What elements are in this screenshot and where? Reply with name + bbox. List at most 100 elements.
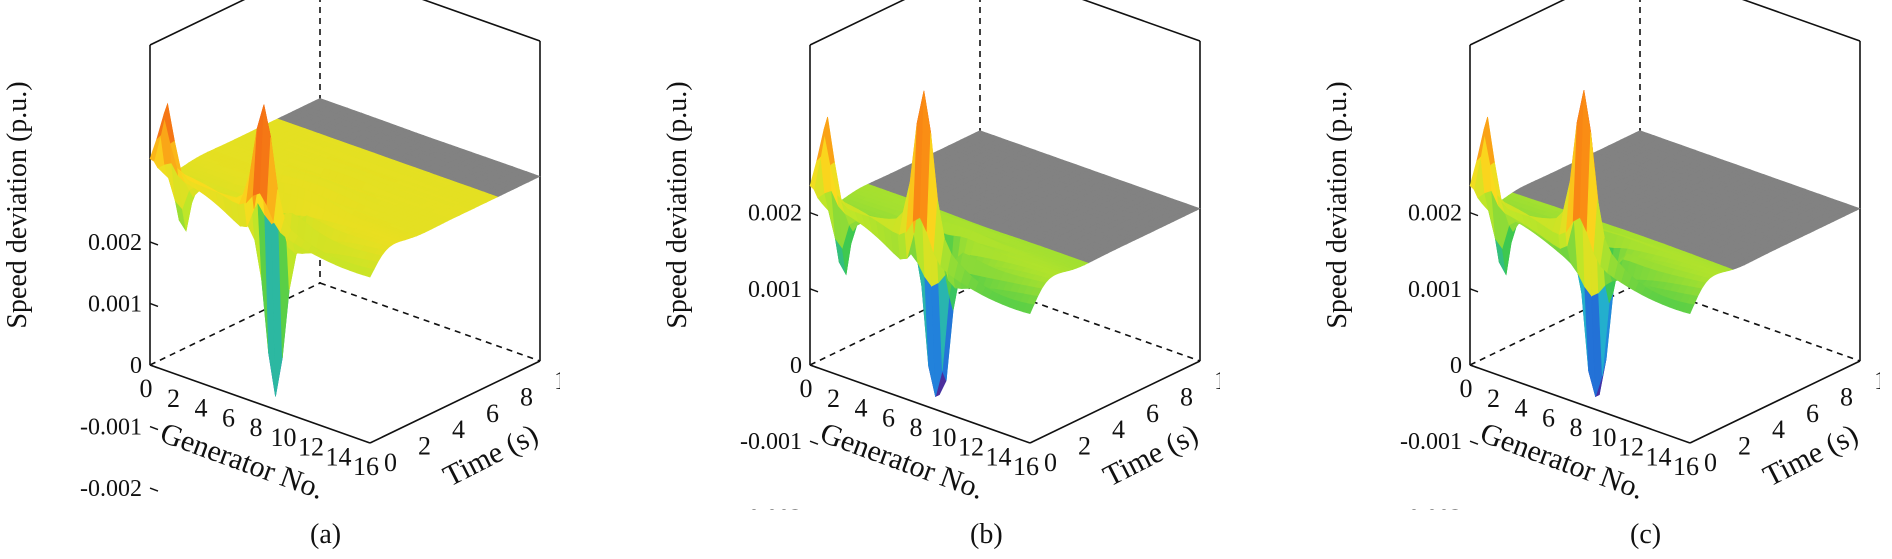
z-tick-label: 0.001 [88,291,142,317]
x-tick-label: 4 [855,394,868,423]
x-tick-label: 2 [827,384,840,413]
y-tick-label: 0 [1704,448,1717,477]
y-tick-label: 2 [418,432,431,461]
surface-patch [1022,303,1035,315]
panel-caption: (a) [310,519,342,550]
z-tick-label: -0.002 [740,505,802,510]
z-tick [809,288,819,293]
surface-mesh [1469,90,1861,398]
z-tick-label: -0.001 [740,429,802,455]
y-tick-label: 4 [1772,415,1785,444]
panel-caption: (b) [970,519,1003,550]
z-axis-label: Speed deviation (p.u.) [2,81,33,328]
y-tick-label: 2 [1078,432,1091,461]
z-tick-label: 0.001 [748,277,802,303]
x-tick-label: 14 [986,442,1012,471]
surface-mesh [809,90,1201,398]
top-edge-left [1469,0,1566,46]
z-tick [1469,364,1479,369]
x-axis-line [1469,364,1691,444]
x-tick-label: 4 [1515,394,1528,423]
z-tick-label: 0 [130,353,142,379]
z-tick-label: 0.001 [1408,277,1462,303]
y-tick-label: 0 [1044,448,1057,477]
y-tick-label: 4 [1112,415,1125,444]
x-tick-label: 2 [1487,384,1500,413]
y-tick-label: 6 [486,399,499,428]
x-tick-label: 14 [1646,442,1672,471]
x-axis-line [149,364,371,444]
y-tick-label: 0 [384,448,397,477]
y-axis-line [1689,360,1861,444]
surface-patch [1682,303,1695,315]
y-tick-label: 8 [520,382,533,411]
y-tick-label: 6 [1146,399,1159,428]
surface-mesh [149,98,541,397]
x-tick-label: 0 [1460,374,1473,403]
top-edge-right [1081,0,1201,42]
x-tick-label: 10 [271,423,297,452]
axis-box [149,0,541,444]
z-tick [809,211,819,217]
x-tick-label: 0 [800,374,813,403]
x-tick-label: 4 [195,394,208,423]
z-tick [809,364,819,369]
top-edge-left [149,0,246,46]
z-tick [1469,440,1479,445]
z-axis-label: Speed deviation (p.u.) [1322,81,1353,328]
y-axis-line [369,360,541,444]
y-axis-line [1029,360,1201,444]
z-axis-label: Speed deviation (p.u.) [662,81,693,328]
y-tick-label: 4 [452,415,465,444]
x-tick-label: 16 [1013,452,1039,481]
x-tick-label: 14 [326,442,352,471]
panel-caption: (c) [1630,519,1662,550]
x-tick-label: 6 [882,403,895,432]
z-tick [149,302,159,308]
chart-panel-1: 0.0020.0010-0.001-0.002-0.00302468101214… [0,0,580,559]
top-edge-right [421,0,541,42]
z-tick-label: -0.001 [80,415,142,441]
x-tick-label: 8 [250,413,263,442]
z-tick-label: 0 [790,353,802,379]
z-tick-label: -0.001 [1400,429,1462,455]
z-tick [1469,288,1479,293]
floor-edge-back-left [149,282,321,366]
z-tick-label: -0.002 [1400,505,1462,510]
x-tick-label: 12 [958,433,984,462]
y-tick-label: 6 [1806,399,1819,428]
surface-chart: 0.0020.0010-0.001-0.00202468101214160246… [662,0,1240,531]
surface-patch [362,267,375,278]
chart-panel-3: 0.0020.0010-0.001-0.00202468101214160246… [1320,0,1892,559]
z-tick-label: 0.002 [1408,201,1462,227]
y-tick-label: 8 [1180,382,1193,411]
x-tick-label: 8 [910,413,923,442]
z-tick-label: 0.002 [88,230,142,256]
x-tick-label: 6 [1542,403,1555,432]
top-edge-left [809,0,906,46]
x-tick-label: 6 [222,403,235,432]
floor-edge-back-left [1469,282,1641,366]
surface-chart: 0.0020.0010-0.001-0.00202468101214160246… [1322,0,1892,531]
x-tick-label: 0 [140,374,153,403]
x-tick-label: 12 [298,433,324,462]
z-tick-label: -0.002 [80,476,142,502]
y-tick-label: 8 [1840,382,1853,411]
x-tick-label: 12 [1618,433,1644,462]
y-tick-label: 10 [554,366,560,395]
z-tick-label: 0 [1450,353,1462,379]
x-tick-label: 2 [167,384,180,413]
top-edge-right [1741,0,1861,42]
z-tick [1469,211,1479,217]
z-tick [149,425,159,431]
chart-panel-2: 0.0020.0010-0.001-0.00202468101214160246… [660,0,1240,559]
z-tick-label: 0.002 [748,201,802,227]
z-tick [809,440,819,445]
z-tick [149,487,159,492]
x-axis-line [809,364,1031,444]
y-tick-label: 2 [1738,432,1751,461]
y-tick-label: 10 [1214,366,1220,395]
z-tick [149,364,159,369]
floor-edge-back-right [319,282,541,362]
x-tick-label: 10 [931,423,957,452]
